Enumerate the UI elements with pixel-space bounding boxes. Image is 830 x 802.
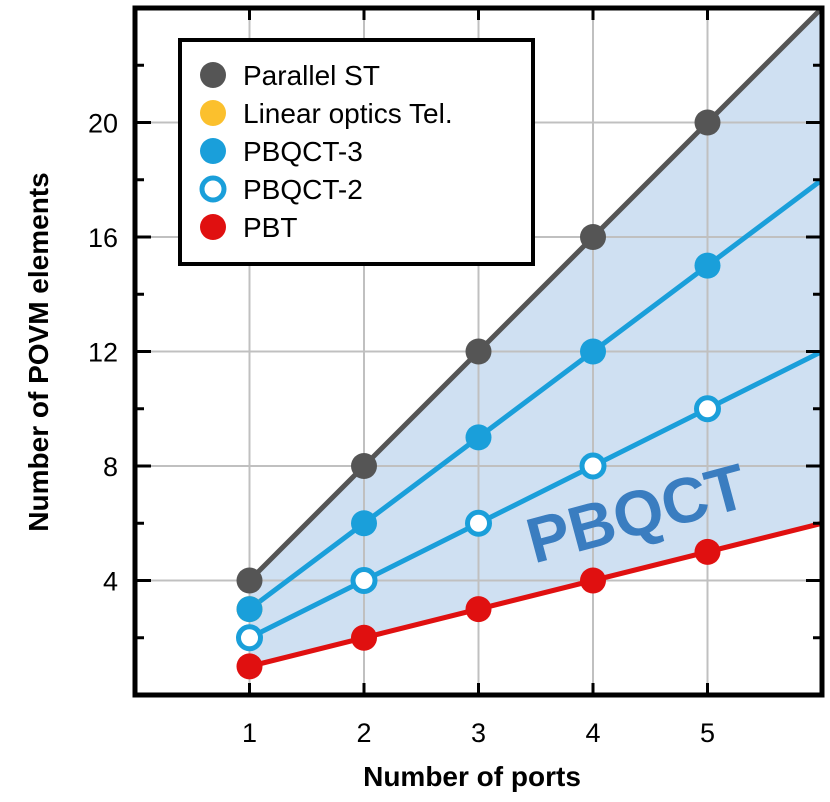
y-tick-label: 20 — [88, 109, 118, 139]
x-tick-label: 5 — [700, 718, 715, 748]
data-point — [580, 224, 606, 250]
data-point — [694, 252, 721, 279]
x-tick-label: 1 — [242, 718, 257, 748]
data-point — [465, 338, 492, 365]
legend-box — [178, 38, 535, 266]
legend-label: PBT — [243, 212, 297, 243]
data-point — [465, 424, 492, 451]
data-point — [236, 653, 263, 680]
y-tick-label: 4 — [103, 567, 118, 597]
data-point — [579, 452, 607, 480]
legend-label: Linear optics Tel. — [243, 98, 453, 129]
x-tick-label: 4 — [585, 718, 600, 748]
series-line — [248, 349, 822, 640]
x-tick-label: 2 — [356, 718, 371, 748]
x-tick-label: 3 — [471, 718, 486, 748]
data-point — [465, 509, 492, 537]
data-point — [694, 538, 721, 565]
legend: Parallel ST Linear optics Tel. PBQCT-3 PBQC… — [178, 38, 535, 266]
y-axis-title: Number of POVM elements — [23, 172, 54, 531]
y-tick-label: 16 — [88, 223, 118, 253]
data-point — [236, 596, 263, 623]
y-tick-label: 8 — [103, 452, 118, 482]
data-point — [580, 338, 606, 365]
legend-label: Parallel ST — [243, 60, 380, 91]
series-line — [248, 520, 822, 669]
data-point — [351, 510, 377, 537]
legend-label: PBQCT-3 — [243, 136, 363, 167]
data-point — [351, 624, 377, 651]
data-point — [350, 567, 378, 594]
data-point — [694, 109, 721, 136]
data-point — [465, 596, 492, 623]
series-line — [248, 177, 822, 612]
data-point — [580, 567, 606, 594]
x-axis-title: Number of ports — [363, 761, 581, 792]
legend-marker — [200, 62, 226, 88]
legend-marker — [200, 138, 226, 164]
data-point — [694, 395, 721, 423]
y-tick-label: 12 — [88, 338, 118, 368]
data-point — [351, 453, 377, 479]
series-line — [247, 8, 822, 583]
legend-marker — [200, 100, 226, 126]
legend-marker — [199, 175, 227, 203]
legend-marker — [200, 214, 226, 240]
legend-label: PBQCT-2 — [243, 174, 363, 205]
data-point — [236, 567, 263, 594]
data-point — [236, 624, 263, 652]
